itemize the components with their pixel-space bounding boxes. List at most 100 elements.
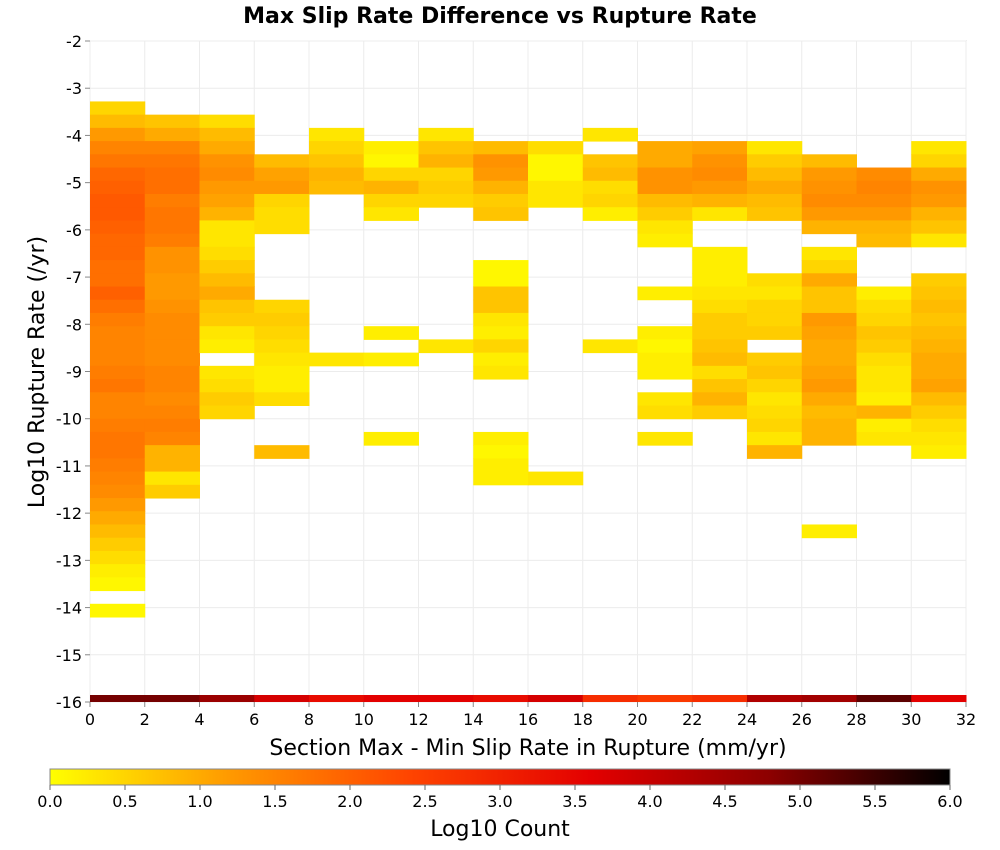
baseline-cell (801, 695, 857, 702)
heatmap-cell (418, 167, 474, 182)
heatmap-cell (911, 299, 967, 314)
baseline-cell (199, 695, 255, 702)
x-tick-label: 20 (627, 710, 647, 729)
heatmap-cell (637, 326, 693, 340)
heatmap-cell (747, 352, 803, 367)
heatmap-cell (254, 167, 310, 182)
heatmap-cell (473, 193, 529, 208)
heatmap-cell (747, 273, 803, 288)
heatmap-cell (144, 299, 200, 314)
heatmap-cell (90, 114, 146, 129)
heatmap-cell (199, 154, 255, 169)
heatmap-cell (254, 445, 310, 459)
heatmap-cell (90, 498, 146, 512)
y-axis-label: Log10 Rupture Rate (/yr) (25, 236, 50, 508)
baseline-cell (692, 695, 748, 702)
heatmap-cell (747, 445, 803, 459)
heatmap-cell (582, 193, 638, 208)
heatmap-cell (747, 392, 803, 406)
heatmap-cell (473, 352, 529, 367)
y-tick-label: -7 (66, 268, 82, 287)
heatmap-cell (692, 154, 748, 169)
x-tick-label: 30 (901, 710, 921, 729)
heatmap-cell (144, 352, 200, 367)
y-tick-label: -6 (66, 221, 82, 240)
heatmap-cell (582, 339, 638, 354)
heatmap-cell (911, 167, 967, 182)
heatmap-cell (473, 312, 529, 327)
heatmap-cell (144, 141, 200, 155)
y-tick-label: -16 (56, 693, 82, 712)
heatmap-cell (911, 141, 967, 155)
heatmap-cell (90, 564, 146, 578)
heatmap-cell (801, 286, 857, 301)
y-tick-label: -10 (56, 410, 82, 429)
heatmap-cell (473, 299, 529, 314)
heatmap-cell (199, 127, 255, 142)
heatmap-cell (418, 193, 474, 208)
heatmap-cell (692, 326, 748, 340)
heatmap-cell (309, 352, 365, 367)
heatmap-cell (637, 141, 693, 155)
colorbar-ticks: 0.0 0.5 1.0 1.5 2.0 2.5 3.0 3.5 4.0 4.5 5.0 5.5 6.0 (37, 785, 963, 811)
heatmap-cell (144, 273, 200, 288)
heatmap-cell (254, 193, 310, 208)
colorbar-tick-label: 0.5 (112, 792, 137, 811)
heatmap-cell (911, 379, 967, 393)
heatmap-cell (144, 180, 200, 195)
x-tick-label: 0 (85, 710, 95, 729)
heatmap-cell (911, 326, 967, 340)
heatmap-cell (199, 392, 255, 406)
y-tick-label: -15 (56, 646, 82, 665)
baseline-cell (528, 695, 584, 702)
heatmap-cell (254, 326, 310, 340)
x-tick-label: 12 (408, 710, 428, 729)
x-tick-label: 14 (463, 710, 483, 729)
heatmap-cell (911, 352, 967, 367)
heatmap-cell (692, 260, 748, 274)
heatmap-cell (856, 326, 912, 340)
heatmap-cell (747, 141, 803, 155)
heatmap-cell (692, 207, 748, 221)
heatmap-cell (90, 167, 146, 182)
heatmap-cell (90, 537, 146, 552)
heatmap-cell (911, 273, 967, 288)
heatmap-cell (801, 193, 857, 208)
heatmap-cell (473, 167, 529, 182)
x-tick-label: 24 (737, 710, 757, 729)
heatmap-cell (528, 471, 584, 486)
heatmap-cell (90, 246, 146, 261)
heatmap-cell (747, 379, 803, 393)
heatmap-cell (747, 207, 803, 221)
heatmap-cell (144, 418, 200, 433)
heatmap-cell (801, 167, 857, 182)
x-tick-label: 22 (682, 710, 702, 729)
heatmap-cell (637, 392, 693, 406)
colorbar-tick-label: 5.5 (862, 792, 887, 811)
colorbar-tick-label: 4.0 (637, 792, 662, 811)
heatmap-cell (473, 458, 529, 473)
heatmap-cell (911, 445, 967, 459)
heatmap-cell (144, 233, 200, 248)
heatmap-cell (473, 273, 529, 288)
heatmap-cell (473, 286, 529, 301)
heatmap-cell (254, 299, 310, 314)
heatmap-cell (90, 141, 146, 155)
heatmap-cell (90, 312, 146, 327)
heatmap-cell (199, 114, 255, 129)
heatmap-cell (90, 286, 146, 301)
heatmap-cell (801, 273, 857, 288)
heatmap-cell (199, 246, 255, 261)
heatmap-cell (856, 312, 912, 327)
heatmap-cell (637, 431, 693, 446)
x-tick-label: 18 (573, 710, 593, 729)
heatmap-cell (254, 312, 310, 327)
heatmap-cell (747, 193, 803, 208)
heatmap-cell (692, 193, 748, 208)
heatmap-cell (90, 392, 146, 406)
heatmap-cell (90, 101, 146, 116)
heatmap-cell (692, 273, 748, 288)
heatmap-cell (473, 471, 529, 486)
x-tick-label: 16 (518, 710, 538, 729)
heatmap-cell (637, 352, 693, 367)
